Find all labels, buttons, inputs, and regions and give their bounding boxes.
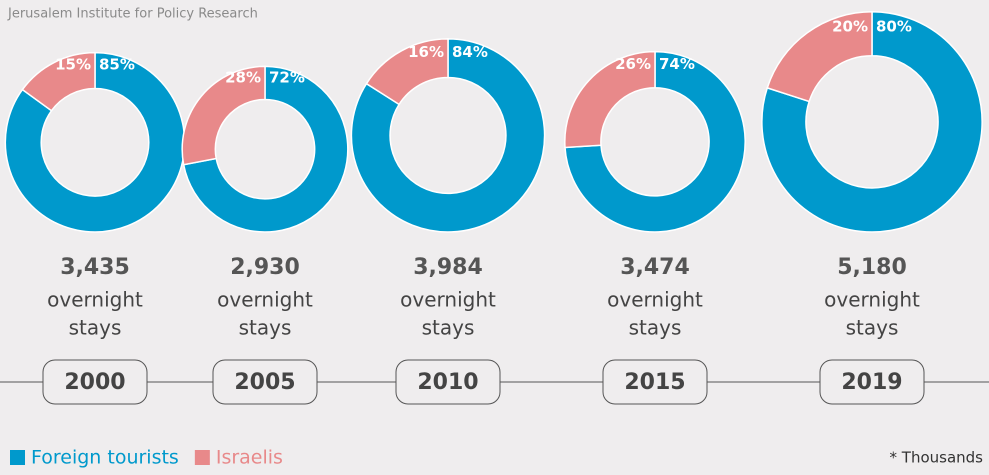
value-label: 28% [225, 68, 261, 86]
donut-slice [350, 38, 546, 233]
year-box [395, 359, 501, 405]
donut-slice [564, 50, 746, 233]
legend-swatch [10, 450, 25, 465]
value-label: 26% [615, 55, 651, 73]
subtitle: overnight [400, 288, 496, 312]
donut-slice [564, 50, 656, 149]
total-label: 3,984 [413, 255, 483, 280]
year-label: 2019 [841, 370, 902, 395]
legend-swatch [194, 450, 210, 465]
value-label: 85% [99, 56, 135, 74]
subtitle: overnight [607, 288, 703, 312]
year-label: 2015 [624, 370, 685, 395]
value-label: 84% [452, 43, 488, 61]
subtitle: stays [69, 316, 122, 340]
donut-slice [761, 11, 983, 233]
year-label: 2010 [417, 370, 478, 395]
subtitle: stays [629, 316, 682, 340]
year-box [602, 359, 708, 405]
subtitle: overnight [47, 288, 143, 312]
subtitle: stays [422, 316, 475, 340]
legend-label: Foreign tourists [31, 447, 179, 469]
donut-slice [181, 65, 266, 166]
value-label: 15% [55, 56, 91, 74]
donut-slice [365, 38, 449, 106]
year-box [212, 359, 318, 405]
donut-slice [766, 11, 873, 103]
year-box [42, 359, 148, 405]
subtitle: stays [239, 316, 292, 340]
value-label: 74% [659, 55, 695, 73]
value-label: 16% [408, 43, 444, 61]
note: * Thousands [890, 449, 984, 467]
year-label: 2005 [234, 370, 295, 395]
total-label: 2,930 [230, 255, 300, 280]
total-label: 5,180 [837, 255, 907, 280]
donut-slice [182, 65, 349, 233]
subtitle: stays [846, 316, 899, 340]
year-box [819, 359, 925, 405]
total-label: 3,435 [60, 255, 130, 280]
legend-label: Israelis [216, 447, 283, 469]
subtitle: overnight [217, 288, 313, 312]
subtitle: overnight [824, 288, 920, 312]
value-label: 80% [876, 18, 912, 36]
value-label: 20% [832, 18, 868, 36]
total-label: 3,474 [620, 255, 690, 280]
year-label: 2000 [64, 370, 125, 395]
source: Jerusalem Institute for Policy Research [7, 7, 258, 22]
value-label: 72% [269, 68, 305, 86]
donut-slice [21, 51, 96, 112]
